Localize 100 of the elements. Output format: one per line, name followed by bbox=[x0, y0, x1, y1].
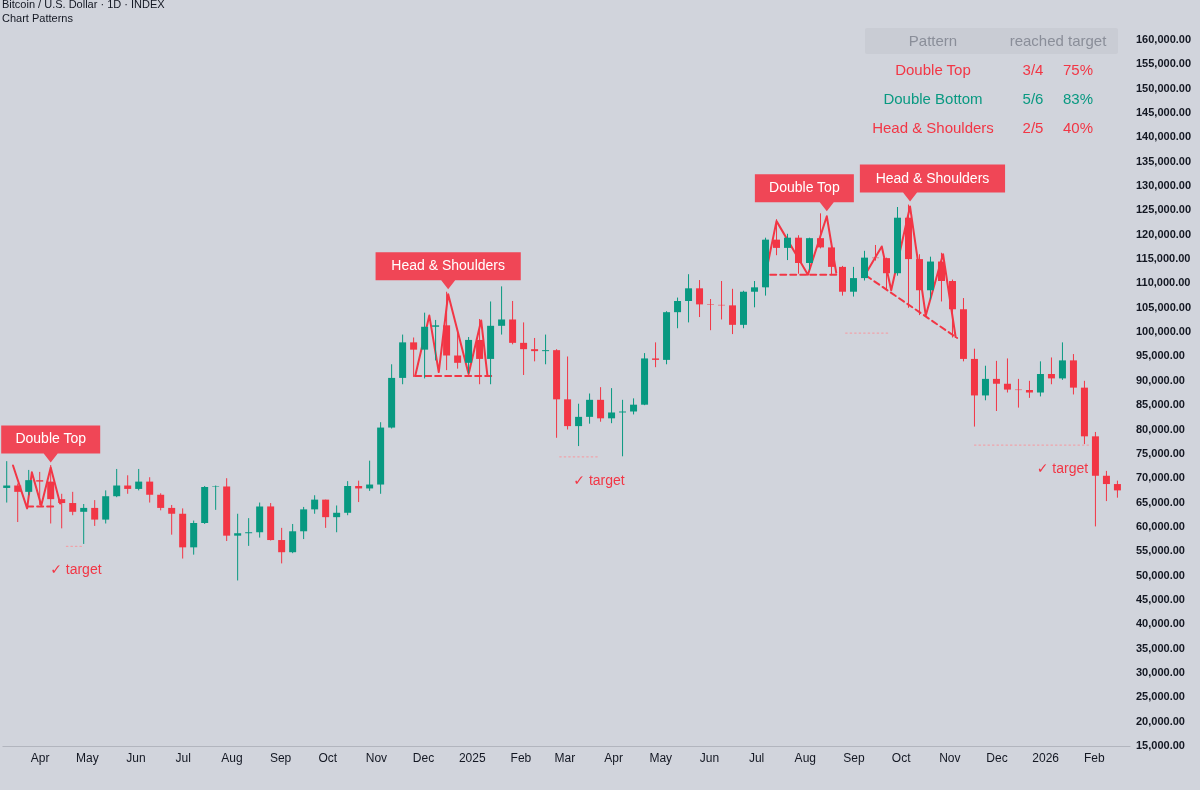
candlestick bbox=[421, 312, 429, 379]
y-tick-label: 115,000.00 bbox=[1136, 252, 1191, 265]
candlestick bbox=[135, 468, 143, 491]
candlestick bbox=[784, 233, 792, 261]
candlestick bbox=[674, 297, 682, 329]
annotation: Double Top bbox=[15, 430, 87, 447]
y-tick-label: 70,000.00 bbox=[1136, 471, 1185, 484]
annotation: 5/6 bbox=[1022, 90, 1044, 107]
annotation: 75% bbox=[1062, 61, 1094, 78]
y-tick-label: 90,000.00 bbox=[1136, 373, 1185, 386]
candlestick bbox=[992, 360, 1000, 412]
candlestick bbox=[575, 403, 583, 447]
annotation: Pattern bbox=[908, 32, 958, 49]
candlestick bbox=[91, 499, 99, 527]
y-tick-label: 120,000.00 bbox=[1136, 227, 1192, 240]
candlestick bbox=[1058, 341, 1066, 381]
x-tick-label: Sep bbox=[269, 750, 292, 765]
y-tick-label: 80,000.00 bbox=[1136, 422, 1185, 435]
x-tick-label: Oct bbox=[318, 750, 338, 765]
annotation: ✓ target bbox=[50, 561, 102, 578]
candlestick bbox=[454, 332, 462, 370]
annotation: 3/4 bbox=[1022, 61, 1044, 78]
annotation: reached target bbox=[1009, 32, 1108, 49]
y-tick-label: 95,000.00 bbox=[1136, 349, 1185, 362]
x-tick-label: 2025 bbox=[458, 750, 486, 765]
candlestick bbox=[937, 252, 945, 302]
x-tick-label: Dec bbox=[412, 750, 435, 765]
candlestick bbox=[278, 527, 286, 564]
candlestick bbox=[25, 469, 33, 496]
annotation: Double Top bbox=[895, 61, 971, 78]
y-tick-label: 85,000.00 bbox=[1136, 398, 1185, 411]
x-tick-label: Aug bbox=[221, 750, 243, 765]
candlestick bbox=[432, 319, 440, 361]
candlestick bbox=[608, 387, 616, 424]
x-tick-label: Nov bbox=[365, 750, 388, 765]
x-tick-label: Aug bbox=[794, 750, 816, 765]
candlestick bbox=[498, 285, 506, 336]
candlestick bbox=[685, 273, 693, 323]
annotation: Head & Shoulders bbox=[872, 119, 994, 136]
candlestick bbox=[751, 280, 759, 308]
x-tick-label: Feb bbox=[510, 750, 532, 765]
annotation: Head & Shoulders bbox=[391, 257, 505, 274]
annotation: 83% bbox=[1062, 90, 1094, 107]
x-tick-label: Jun bbox=[699, 750, 720, 765]
x-tick-label: May bbox=[649, 750, 673, 765]
y-tick-label: 160,000.00 bbox=[1136, 33, 1192, 45]
candlestick bbox=[1047, 356, 1055, 385]
chart-subtitle: Chart Patterns bbox=[2, 12, 74, 24]
y-tick-label: 30,000.00 bbox=[1136, 665, 1185, 678]
candlestick bbox=[311, 494, 319, 515]
y-tick-label: 135,000.00 bbox=[1136, 154, 1192, 167]
y-tick-label: 20,000.00 bbox=[1136, 714, 1185, 727]
y-tick-label: 155,000.00 bbox=[1136, 57, 1192, 70]
candlestick bbox=[520, 321, 528, 376]
y-tick-label: 45,000.00 bbox=[1136, 592, 1185, 605]
y-tick-label: 65,000.00 bbox=[1136, 495, 1185, 508]
annotation: Head & Shoulders bbox=[875, 169, 990, 186]
candlestick bbox=[212, 485, 220, 511]
candlestick bbox=[1102, 470, 1110, 502]
x-tick-label: Jun bbox=[126, 750, 146, 765]
candlestick bbox=[1036, 360, 1044, 397]
y-tick-label: 150,000.00 bbox=[1136, 81, 1192, 94]
candlestick bbox=[981, 365, 989, 401]
x-tick-label: Sep bbox=[843, 750, 865, 765]
candlestick bbox=[861, 250, 868, 282]
candlestick bbox=[102, 489, 110, 524]
x-tick-label: Nov bbox=[939, 750, 961, 765]
candlestick bbox=[300, 506, 308, 540]
x-tick-label: May bbox=[76, 750, 99, 765]
y-tick-label: 140,000.00 bbox=[1136, 130, 1192, 143]
y-tick-label: 125,000.00 bbox=[1136, 203, 1192, 216]
y-tick-label: 105,000.00 bbox=[1136, 300, 1192, 313]
candlestick bbox=[597, 386, 605, 423]
candlestick bbox=[465, 336, 473, 375]
candlestick bbox=[707, 298, 715, 331]
candlestick bbox=[586, 392, 594, 425]
candlestick bbox=[850, 266, 857, 298]
x-tick-label: Jul bbox=[175, 750, 191, 765]
y-tick-label: 50,000.00 bbox=[1136, 568, 1185, 581]
candlestick bbox=[245, 517, 253, 547]
candlestick bbox=[168, 504, 176, 536]
x-tick-label: Apr bbox=[30, 750, 50, 765]
y-tick-label: 100,000.00 bbox=[1136, 325, 1192, 338]
y-tick-label: 15,000.00 bbox=[1136, 739, 1185, 751]
x-tick-label: Feb bbox=[1084, 750, 1106, 765]
y-tick-label: 40,000.00 bbox=[1136, 617, 1185, 630]
y-tick-label: 110,000.00 bbox=[1136, 276, 1191, 289]
y-tick-label: 145,000.00 bbox=[1136, 106, 1192, 119]
candlestick bbox=[80, 503, 88, 545]
candlestick bbox=[113, 468, 121, 498]
candlestick bbox=[729, 288, 737, 335]
candlestick bbox=[696, 279, 704, 318]
annotation: 40% bbox=[1062, 119, 1094, 136]
candlestick bbox=[773, 218, 781, 256]
x-tick-label: Oct bbox=[891, 750, 912, 765]
candlestick bbox=[531, 337, 539, 362]
x-tick-label: Apr bbox=[604, 750, 623, 765]
chart-title: Bitcoin / U.S. Dollar · 1D · INDEX bbox=[2, 0, 166, 10]
annotation: Double Bottom bbox=[883, 90, 983, 107]
candlestick bbox=[333, 504, 341, 533]
